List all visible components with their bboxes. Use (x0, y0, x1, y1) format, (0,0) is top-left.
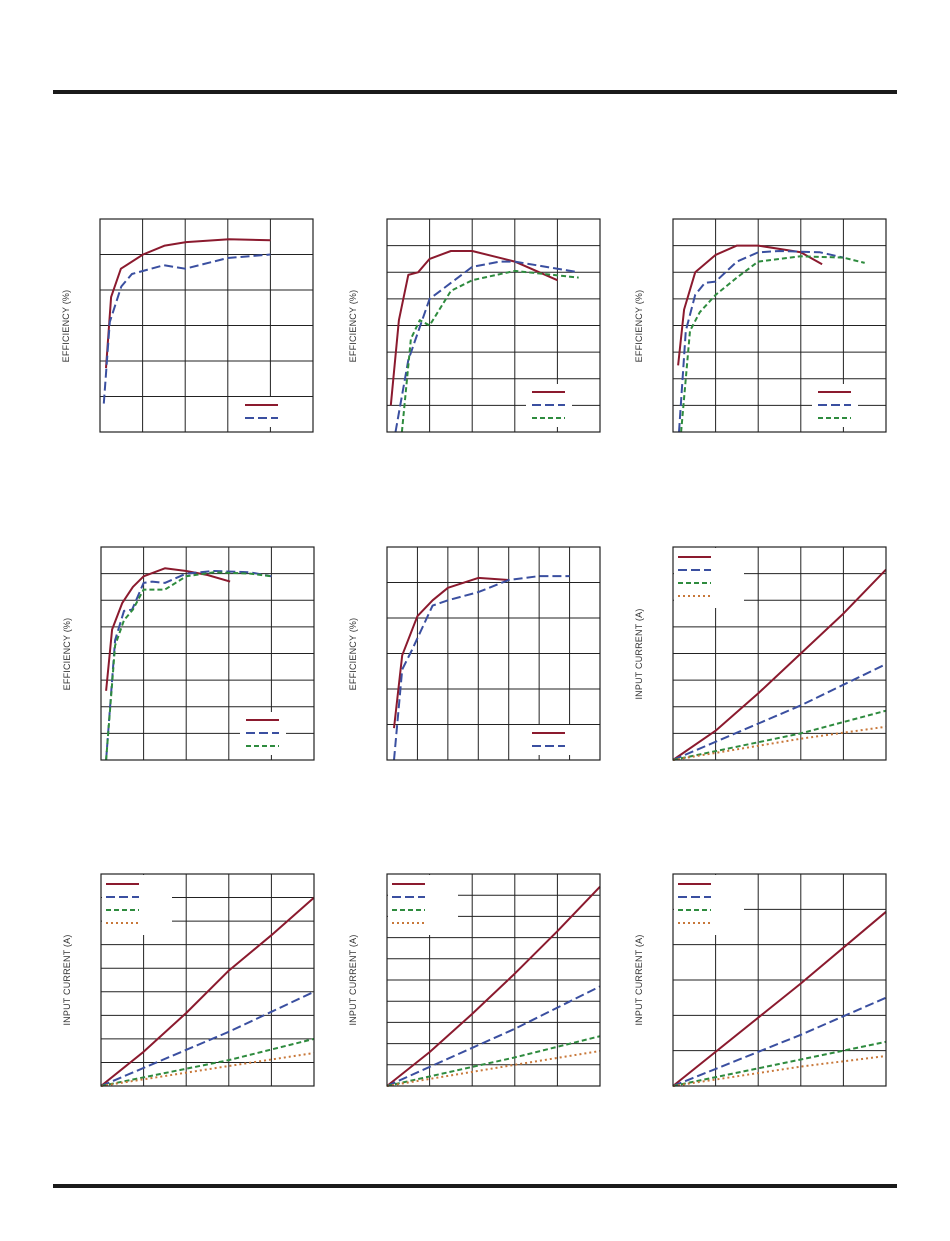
series-line-blue (393, 575, 570, 761)
chart-plot (672, 546, 887, 761)
plot-frame (99, 218, 314, 433)
efficiency-chart-1: EFFICIENCY (%) (61, 218, 314, 433)
y-axis-label: EFFICIENCY (%) (634, 289, 644, 362)
series-line-blue (672, 663, 887, 761)
bottom-rule (53, 1184, 897, 1188)
efficiency-chart-2: EFFICIENCY (%) (348, 218, 601, 433)
efficiency-chart-4: EFFICIENCY (%) (62, 546, 315, 761)
y-axis-label: INPUT CURRENT (A) (634, 607, 644, 700)
chart-plot (100, 873, 315, 1087)
series-line-orange (672, 1055, 887, 1087)
series-line-orange (386, 1050, 601, 1087)
efficiency-chart-5: EFFICIENCY (%) (348, 546, 601, 761)
chart-plot (100, 546, 315, 761)
input-current-chart-3: INPUT CURRENT (A) (348, 873, 601, 1087)
plot-frame (672, 546, 887, 761)
plot-frame (386, 873, 601, 1087)
series-line-red (105, 238, 271, 369)
series-line-red (386, 886, 601, 1087)
input-current-chart-4: INPUT CURRENT (A) (634, 873, 887, 1087)
series-line-green (100, 1037, 315, 1087)
chart-plot (386, 546, 601, 761)
top-rule (53, 90, 897, 94)
series-line-blue (102, 253, 271, 404)
chart-plot (386, 218, 601, 433)
series-line-red (672, 568, 887, 761)
series-line-green (105, 571, 272, 761)
y-axis-label: INPUT CURRENT (A) (634, 934, 644, 1026)
series-line-blue (672, 996, 887, 1087)
efficiency-chart-3: EFFICIENCY (%) (634, 218, 887, 433)
chart-plot (99, 218, 314, 433)
series-line-green (672, 709, 887, 761)
series-line-orange (672, 725, 887, 761)
legend-box (526, 725, 572, 755)
legend-box (239, 397, 285, 427)
y-axis-label: EFFICIENCY (%) (62, 617, 72, 690)
y-axis-label: EFFICIENCY (%) (348, 289, 358, 362)
series-line-green (680, 255, 865, 433)
series-line-blue (386, 985, 601, 1087)
chart-plot (386, 873, 601, 1087)
series-line-orange (100, 1052, 315, 1087)
plot-frame (386, 546, 601, 761)
series-line-red (389, 250, 558, 406)
input-current-chart-1: INPUT CURRENT (A) (634, 546, 887, 761)
plot-frame (672, 218, 887, 433)
series-line-green (672, 1040, 887, 1087)
y-axis-label: INPUT CURRENT (A) (348, 934, 358, 1026)
chart-plot (672, 873, 887, 1087)
series-line-blue (100, 990, 315, 1087)
input-current-chart-2: INPUT CURRENT (A) (62, 873, 315, 1087)
series-line-red (105, 567, 231, 691)
series-line-green (386, 1035, 601, 1087)
y-axis-label: EFFICIENCY (%) (61, 289, 71, 362)
series-line-red (393, 576, 509, 729)
series-line-green (400, 269, 579, 433)
chart-plot (672, 218, 887, 433)
plot-frame (100, 546, 315, 761)
series-line-red (672, 911, 887, 1087)
series-line-blue (105, 570, 272, 761)
series-line-blue (678, 250, 844, 433)
plot-frame (386, 218, 601, 433)
plot-frame (100, 873, 315, 1087)
plot-frame (672, 873, 887, 1087)
y-axis-label: EFFICIENCY (%) (348, 617, 358, 690)
series-line-red (100, 896, 315, 1087)
y-axis-label: INPUT CURRENT (A) (62, 934, 72, 1026)
